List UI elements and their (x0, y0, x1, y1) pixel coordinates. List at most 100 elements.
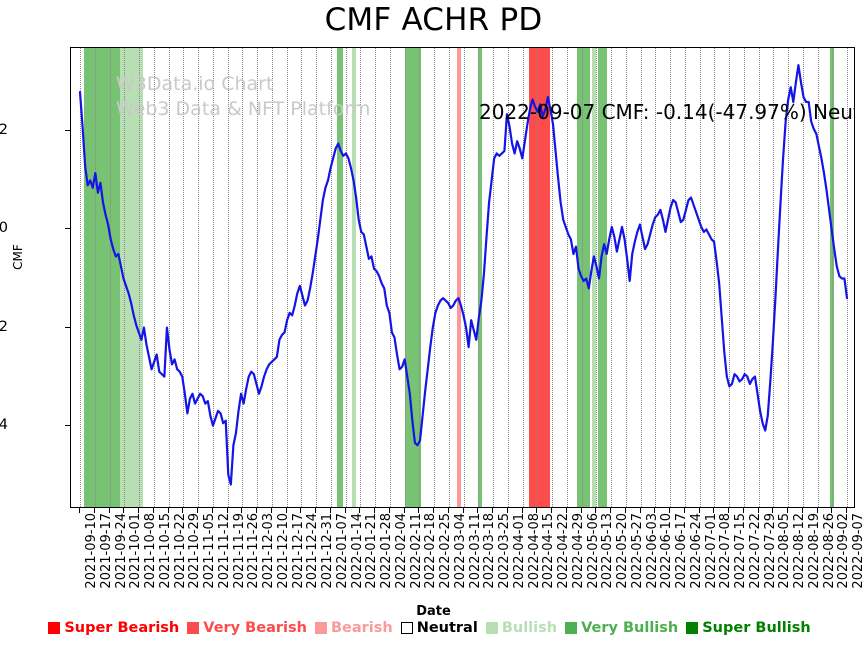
y-tick-label: −0.2 (0, 318, 8, 335)
gridline (522, 48, 524, 507)
x-tick-mark (683, 508, 685, 513)
x-tick-label: 2022-06-10 (659, 513, 675, 589)
x-tick-mark (447, 508, 449, 513)
sentiment-band (120, 48, 144, 507)
gridline (375, 48, 376, 507)
x-tick-label: 2022-03-11 (467, 513, 483, 589)
gridline (788, 48, 789, 507)
x-tick-mark (477, 508, 479, 513)
gridline (109, 48, 111, 507)
legend-label: Bullish (501, 620, 558, 636)
y-axis-label: CMF (11, 244, 25, 270)
gridline (552, 48, 553, 507)
sentiment-band (577, 48, 590, 507)
x-tick-label: 2022-04-29 (570, 513, 586, 589)
gridline (360, 48, 362, 507)
gridline (301, 48, 303, 507)
x-tick-mark (536, 508, 538, 513)
y-tick-mark (65, 326, 70, 328)
x-tick-label: 2022-09-07 (851, 513, 866, 589)
x-tick-label: 2022-05-13 (600, 513, 616, 589)
x-tick-label: 2022-04-22 (556, 513, 571, 589)
x-tick-mark (801, 508, 803, 513)
legend-entry[interactable]: Super Bullish (686, 620, 818, 636)
x-tick-label: 2022-06-03 (644, 513, 660, 589)
sentiment-band (478, 48, 483, 507)
x-tick-mark (241, 508, 243, 513)
legend-label: Neutral (416, 620, 478, 636)
x-tick-mark (728, 508, 729, 513)
x-tick-label: 2021-12-03 (261, 513, 276, 589)
sentiment-band (592, 48, 597, 507)
x-tick-label: 2022-06-24 (688, 513, 704, 589)
x-tick-mark (462, 508, 464, 513)
gridline (242, 48, 244, 507)
gridline (847, 48, 848, 507)
gridline (537, 48, 539, 507)
x-tick-mark (285, 508, 287, 513)
gridline (463, 48, 465, 507)
gridline (611, 48, 612, 507)
legend-swatch (485, 622, 498, 634)
x-tick-label: 2022-05-27 (629, 513, 645, 589)
x-tick-mark (226, 508, 228, 513)
y-tick-label: 0.0 (0, 220, 8, 237)
x-tick-mark (492, 508, 493, 513)
x-tick-label: 2021-12-10 (275, 513, 291, 589)
x-tick-mark (211, 508, 213, 513)
gridline (286, 48, 288, 507)
gridline (94, 48, 96, 507)
gridline (434, 48, 435, 507)
gridline (507, 48, 509, 507)
y-tick-label: −0.4 (0, 416, 8, 433)
legend-entry[interactable]: Very Bearish (187, 620, 315, 636)
x-tick-mark (565, 508, 567, 513)
legend-label: Very Bullish (581, 620, 679, 636)
y-tick-mark (65, 228, 70, 230)
gridline (729, 48, 730, 507)
x-tick-mark (831, 508, 833, 513)
legend-entry[interactable]: Bearish (314, 620, 401, 636)
x-tick-mark (138, 508, 139, 513)
x-tick-mark (506, 508, 508, 513)
x-tick-mark (197, 508, 198, 513)
x-tick-label: 2021-12-24 (305, 513, 321, 589)
legend-entry[interactable]: Super Bearish (48, 620, 187, 636)
gridline (139, 48, 140, 507)
x-tick-label: 2022-07-08 (718, 513, 734, 589)
gridline (330, 48, 332, 507)
x-tick-mark (639, 508, 641, 513)
gridline (802, 48, 804, 507)
x-tick-label: 2022-02-11 (408, 513, 424, 589)
x-tick-label: 2022-08-12 (792, 513, 807, 589)
legend-entry[interactable]: Very Bullish (565, 620, 686, 636)
x-tick-mark (152, 508, 154, 513)
gridline (596, 48, 598, 507)
x-tick-label: 2021-10-29 (187, 513, 203, 589)
cmf-line-path (78, 64, 849, 486)
y-tick-label: 0.2 (0, 122, 8, 139)
value-annotation: 2022-09-07 CMF: -0.14(-47.97%) Neutral (479, 100, 855, 124)
x-tick-label: 2022-07-15 (733, 513, 748, 589)
legend-swatch (48, 622, 61, 634)
gridline (448, 48, 450, 507)
legend-entry[interactable]: Bullish (485, 620, 565, 636)
gridline (566, 48, 568, 507)
gridline (773, 48, 775, 507)
legend-entry[interactable]: Neutral (400, 620, 486, 636)
gridline (153, 48, 155, 507)
sentiment-band (457, 48, 462, 507)
legend: Super Bearish Very Bearish Bearish Neutral B… (0, 620, 867, 636)
gridline (758, 48, 760, 507)
x-tick-mark (713, 508, 715, 513)
x-tick-label: 2022-02-18 (423, 513, 439, 589)
x-tick-label: 2022-01-28 (379, 513, 394, 589)
x-axis-label: Date (416, 604, 451, 619)
x-tick-label: 2021-10-22 (172, 513, 188, 589)
gridline (478, 48, 480, 507)
x-tick-mark (551, 508, 552, 513)
gridline (640, 48, 642, 507)
x-tick-label: 2022-06-17 (674, 513, 689, 589)
x-tick-mark (300, 508, 302, 513)
gridline (404, 48, 406, 507)
